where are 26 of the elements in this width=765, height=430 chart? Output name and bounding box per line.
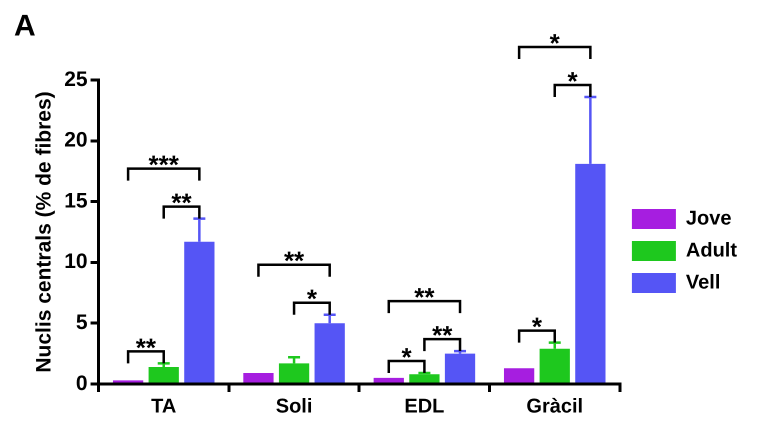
annotation: * [402, 342, 413, 372]
text: * [550, 28, 561, 58]
annotation: ** [284, 246, 306, 276]
text: A [14, 9, 36, 42]
y-tick-label: 25 [64, 68, 88, 91]
annotation: * [306, 284, 318, 314]
y-tick-label: 20 [64, 128, 88, 152]
x-tick-label: Soli [276, 396, 312, 418]
y-axis-title: Nuclis centrals (% de fibres) [32, 91, 56, 373]
annotation: ** [414, 282, 436, 312]
legend-label: Jove [686, 208, 732, 230]
y-tick-label: 10 [64, 250, 88, 274]
y-tick-label: 15 [64, 189, 88, 212]
y-tick-label: 0 [76, 372, 88, 395]
annotation: * [567, 66, 578, 96]
legend-label: Vell [686, 272, 720, 294]
x-tick-label: Gràcil [526, 396, 584, 418]
annotation: ** [136, 332, 157, 362]
x-tick-label: TA [151, 396, 176, 418]
annotation: *** [148, 150, 180, 180]
y-tick-label: 5 [76, 310, 88, 334]
annotation: ** [171, 188, 193, 218]
annotation: ** [432, 320, 454, 350]
x-tick-label: EDL [404, 396, 444, 418]
annotation: * [532, 312, 543, 342]
legend-label: Adult [686, 240, 738, 262]
